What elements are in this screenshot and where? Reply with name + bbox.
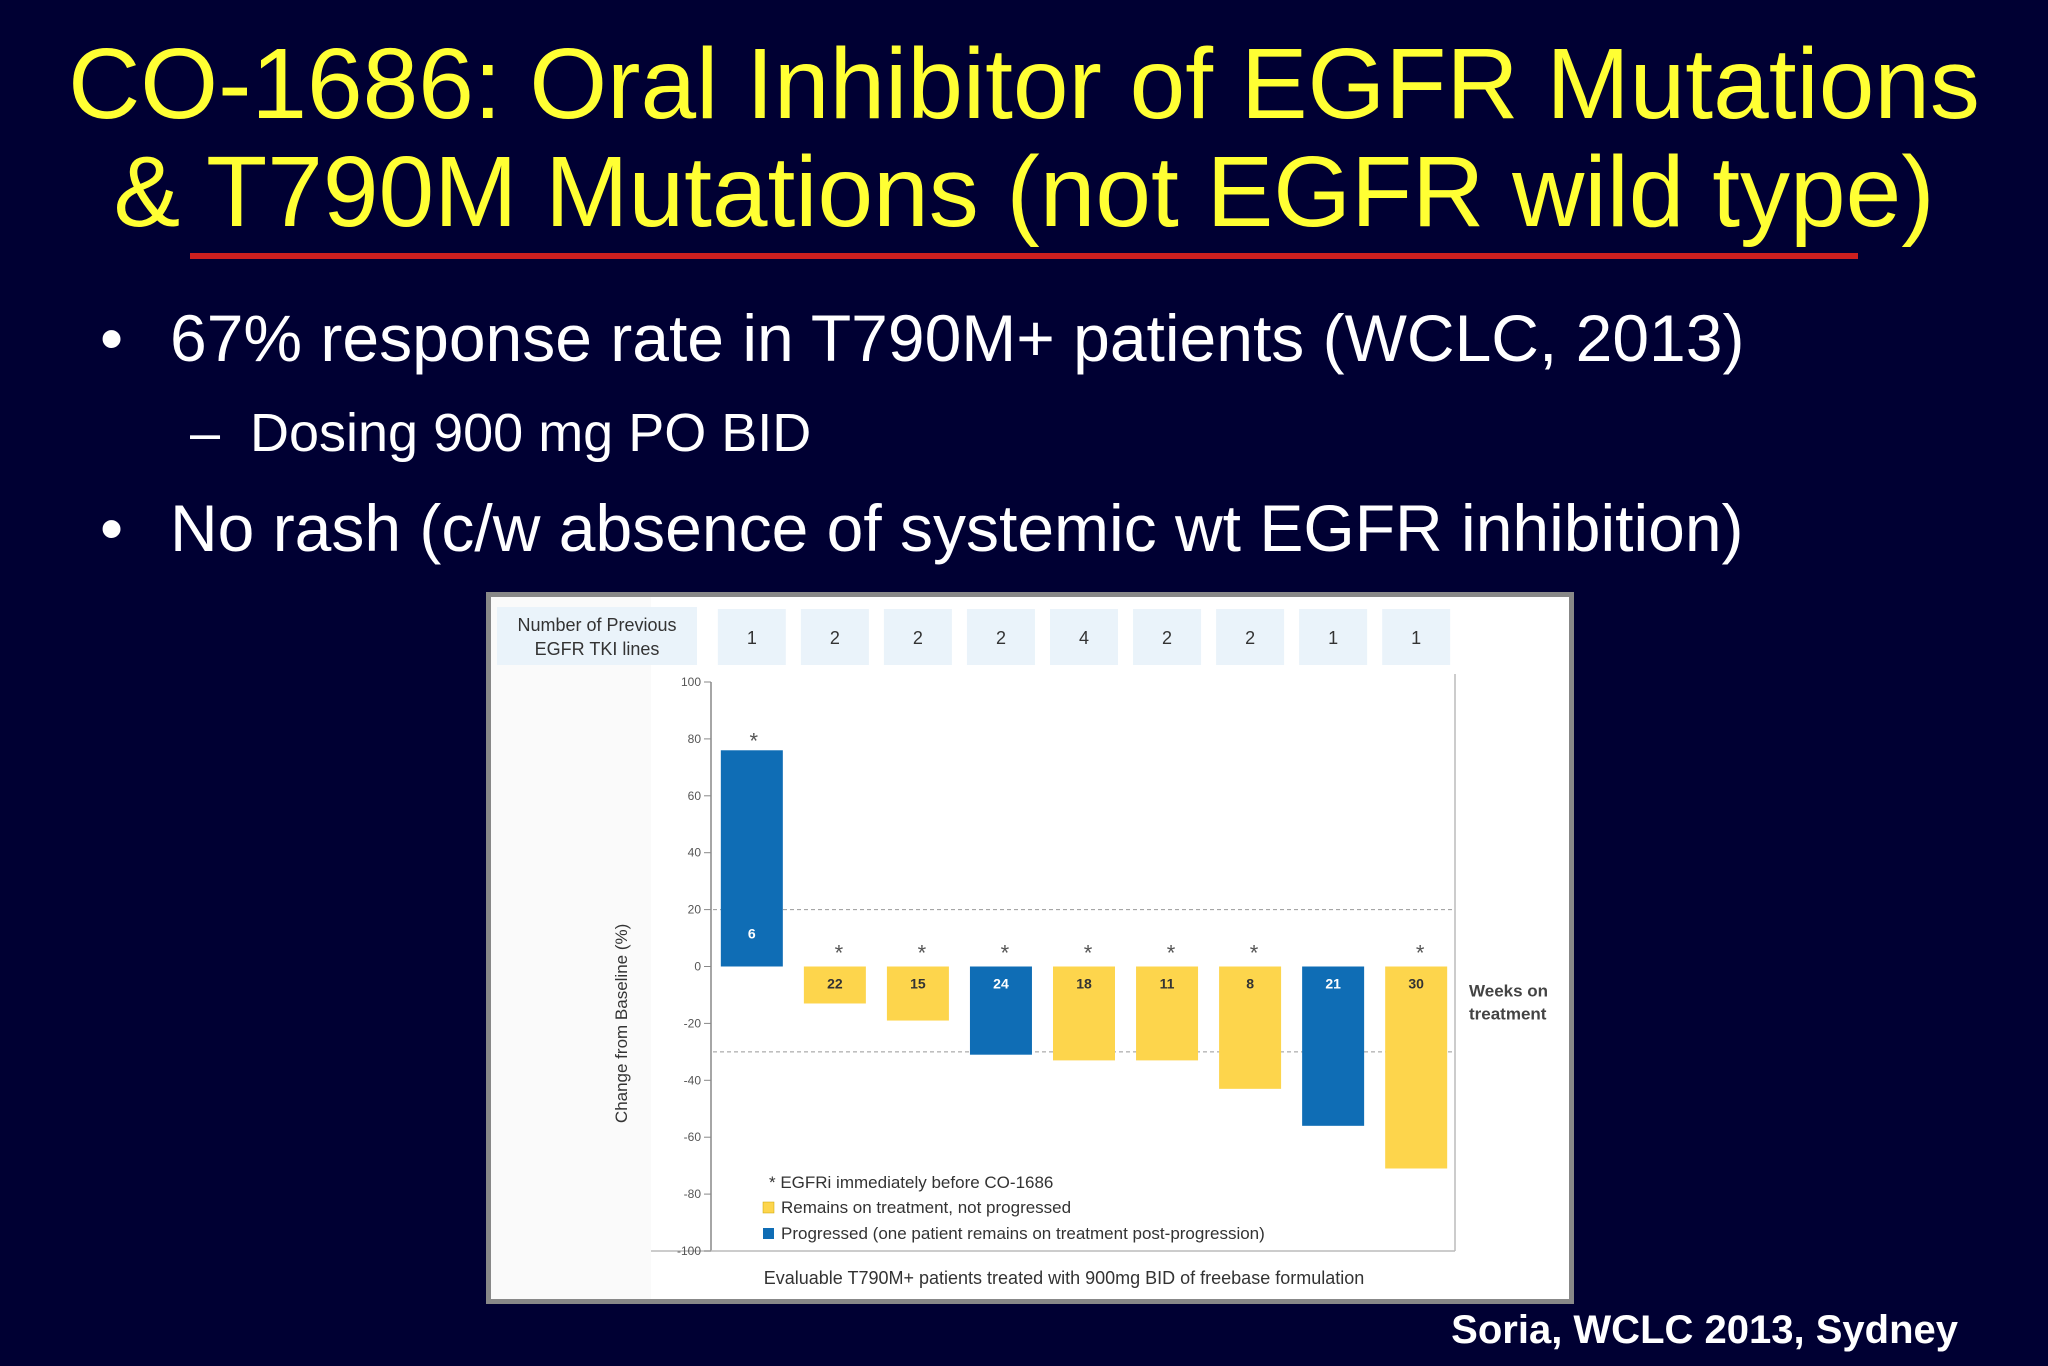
y-tick-label: -20 — [684, 1016, 702, 1030]
weeks-label: 21 — [1325, 976, 1341, 992]
y-tick-label: 100 — [681, 675, 701, 689]
legend-asterisk: * EGFRi immediately before CO-1686 — [769, 1173, 1053, 1192]
sub-bullet-text: Dosing 900 mg PO BID — [250, 403, 812, 463]
prior-lines-value: 2 — [1245, 628, 1255, 648]
prior-lines-header-line2: EGFR TKI lines — [535, 639, 660, 659]
chart-left-strip — [491, 597, 651, 1299]
prior-lines-value: 2 — [1162, 628, 1172, 648]
title-line-1: CO-1686: Oral Inhibitor of EGFR Mutation… — [68, 28, 1980, 140]
weeks-label: 30 — [1408, 976, 1424, 992]
egfri-asterisk: * — [835, 941, 844, 966]
title-line-2: & T790M Mutations (not EGFR wild type) — [113, 136, 1935, 248]
egfri-asterisk: * — [1167, 941, 1176, 966]
egfri-asterisk: * — [1084, 941, 1093, 966]
weeks-label: 8 — [1246, 976, 1254, 992]
prior-lines-box — [966, 609, 1035, 665]
prior-lines-box — [1216, 609, 1285, 665]
bar — [886, 966, 949, 1021]
y-tick-label: 80 — [688, 732, 702, 746]
weeks-axis-label-line1: Weeks on — [1469, 982, 1548, 1001]
bullet-no-rash: • No rash (c/w absence of systemic wt EGF… — [100, 490, 1744, 566]
bar — [803, 966, 866, 1004]
bar — [1053, 966, 1115, 1061]
bar — [1302, 966, 1365, 1126]
prior-lines-value: 2 — [913, 628, 923, 648]
prior-lines-box — [1299, 609, 1368, 665]
weeks-label: 24 — [993, 976, 1009, 992]
bullet-marker: • — [100, 301, 124, 375]
egfri-asterisk: * — [1250, 941, 1259, 966]
slide-title: CO-1686: Oral Inhibitor of EGFR Mutation… — [0, 30, 2048, 246]
bar — [1136, 966, 1199, 1061]
weeks-label: 15 — [910, 976, 926, 992]
y-tick-label: -60 — [684, 1130, 702, 1144]
bullet-text: 67% response rate in T790M+ patients (WC… — [170, 301, 1745, 375]
prior-lines-box — [883, 609, 952, 665]
bullet-marker: • — [100, 491, 124, 565]
egfri-asterisk: * — [1001, 941, 1010, 966]
sub-bullet-dosing: – Dosing 900 mg PO BID — [190, 402, 811, 464]
y-tick-label: -80 — [684, 1187, 702, 1201]
egfri-asterisk: * — [1416, 941, 1425, 966]
weeks-label: 11 — [1160, 976, 1175, 992]
bar — [720, 750, 783, 967]
prior-lines-value: 2 — [830, 628, 840, 648]
legend-remains: Remains on treatment, not progressed — [781, 1198, 1071, 1217]
y-tick-label: 60 — [688, 789, 702, 803]
prior-lines-value: 1 — [1411, 628, 1421, 648]
x-axis-caption: Evaluable T790M+ patients treated with 9… — [764, 1268, 1365, 1288]
citation: Soria, WCLC 2013, Sydney — [1451, 1308, 1958, 1352]
egfri-asterisk: * — [918, 941, 927, 966]
prior-lines-box — [1050, 609, 1118, 665]
egfri-asterisk: * — [750, 728, 759, 753]
y-tick-label: -40 — [684, 1073, 702, 1087]
legend-swatch-progressed — [763, 1228, 774, 1239]
legend-swatch-remains — [762, 1201, 775, 1214]
legend-progressed: Progressed (one patient remains on treat… — [781, 1224, 1265, 1243]
y-tick-label: -100 — [677, 1244, 701, 1258]
waterfall-chart-panel: Number of Previous EGFR TKI lines 1 2 2 2 4 2 2 1… — [486, 592, 1574, 1304]
weeks-label: 6 — [748, 926, 756, 942]
weeks-label: 18 — [1076, 976, 1092, 992]
bar — [969, 966, 1032, 1055]
bar — [1385, 966, 1448, 1169]
prior-lines-box — [717, 609, 786, 665]
y-tick-label: 20 — [688, 903, 702, 917]
weeks-label: 22 — [827, 976, 843, 992]
prior-lines-box — [800, 609, 869, 665]
title-underline — [190, 253, 1858, 259]
bullet-response-rate: • 67% response rate in T790M+ patients (W… — [100, 300, 1744, 376]
bar — [1219, 966, 1282, 1089]
y-tick-label: 40 — [688, 846, 702, 860]
prior-lines-value: 1 — [1328, 628, 1338, 648]
y-tick-label: 0 — [694, 960, 701, 974]
weeks-axis-label-line2: treatment — [1469, 1005, 1547, 1024]
y-axis-label: Change from Baseline (%) — [612, 924, 631, 1123]
prior-lines-box — [1133, 609, 1202, 665]
prior-lines-header-line1: Number of Previous — [517, 615, 676, 635]
prior-lines-box — [1382, 609, 1451, 665]
bullet-text: No rash (c/w absence of systemic wt EGFR… — [170, 491, 1744, 565]
prior-lines-value: 4 — [1079, 628, 1089, 648]
prior-lines-value: 1 — [747, 628, 757, 648]
prior-lines-value: 2 — [996, 628, 1006, 648]
sub-bullet-marker: – — [190, 403, 221, 463]
prior-lines-header-box — [497, 607, 697, 665]
